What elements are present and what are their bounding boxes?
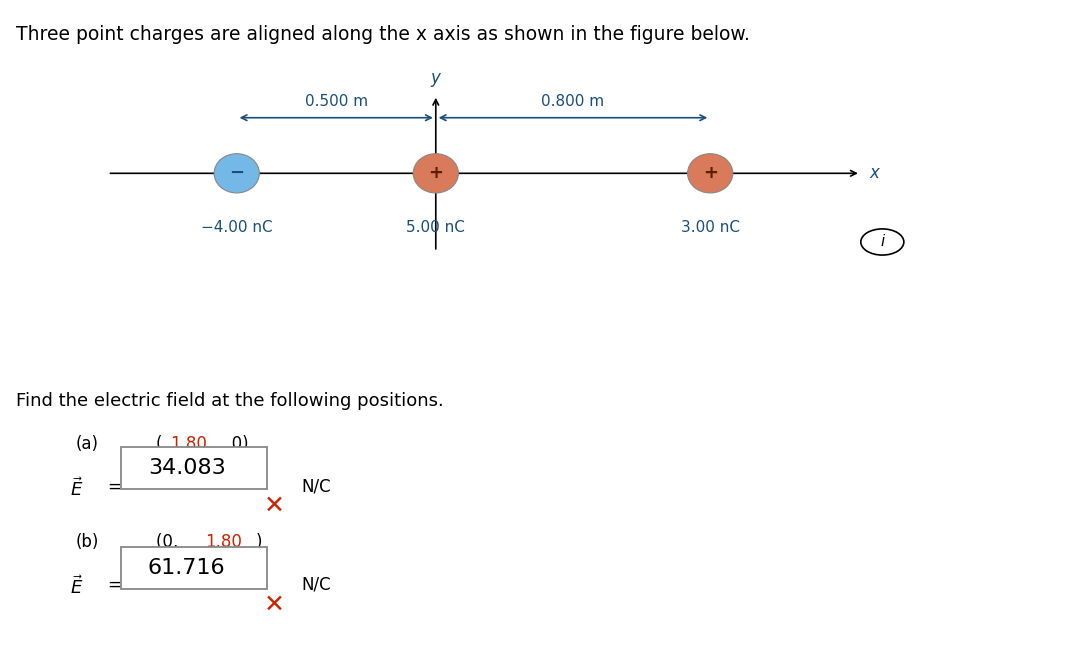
Text: =: = [108,576,122,594]
Text: $\vec{E}$: $\vec{E}$ [70,576,83,598]
Text: +: + [428,164,443,182]
Ellipse shape [214,154,259,193]
Text: ✕: ✕ [264,494,285,518]
Text: 61.716: 61.716 [147,558,226,577]
Text: 5.00 nC: 5.00 nC [407,220,465,235]
FancyBboxPatch shape [121,547,267,589]
Text: $\vec{E}$: $\vec{E}$ [70,477,83,500]
Text: i: i [880,235,884,249]
Text: −4.00 nC: −4.00 nC [201,220,272,235]
Text: N/C: N/C [301,477,331,496]
Text: (b): (b) [75,533,99,551]
Text: (0,: (0, [156,533,184,551]
Text: 1.80: 1.80 [170,435,207,453]
Text: (a): (a) [75,435,98,453]
Text: ): ) [256,533,263,551]
Text: Find the electric field at the following positions.: Find the electric field at the following… [16,392,444,411]
Ellipse shape [413,154,458,193]
Ellipse shape [688,154,733,193]
Text: +: + [703,164,718,182]
Text: y: y [430,69,441,87]
Text: 3.00 nC: 3.00 nC [681,220,739,235]
Text: 34.083: 34.083 [147,458,226,478]
Text: −: − [229,164,244,182]
FancyBboxPatch shape [121,447,267,489]
Text: N/C: N/C [301,576,331,594]
Text: Three point charges are aligned along the x axis as shown in the figure below.: Three point charges are aligned along th… [16,25,750,44]
Text: x: x [869,164,879,182]
Text: 0.500 m: 0.500 m [305,94,368,109]
Text: (: ( [156,435,162,453]
Text: 1.80: 1.80 [206,533,242,551]
Text: =: = [108,477,122,496]
Text: 0.800 m: 0.800 m [541,94,605,109]
Text: ✕: ✕ [264,593,285,617]
Text: , 0): , 0) [221,435,249,453]
